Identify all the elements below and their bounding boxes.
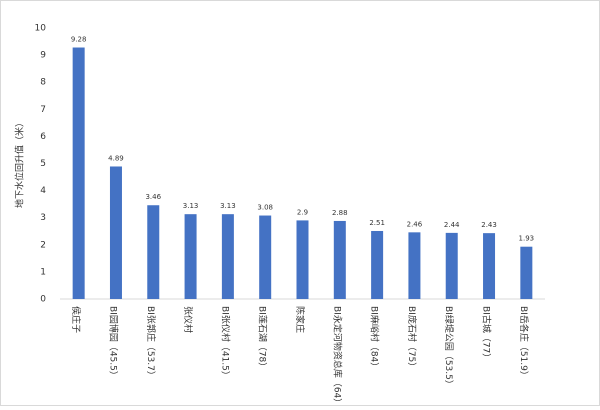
x-tick-label: BI麻峪村（84）: [369, 306, 381, 371]
x-tick-label: BI永定河物资总库（64）: [331, 306, 343, 406]
x-tick-label: 侯庄子: [70, 306, 82, 333]
x-tick-label: BI莲石湖（78）: [257, 306, 269, 371]
y-tick-label: 10: [35, 24, 47, 34]
data-label: 2.44: [444, 221, 460, 229]
x-tick-label: 张仪村: [182, 306, 194, 333]
y-tick-label: 1: [40, 267, 46, 277]
bar: [259, 215, 272, 299]
x-tick-label: BI张仪村（41.5）: [219, 306, 231, 380]
bar: [333, 220, 346, 299]
data-label: 1.93: [519, 235, 535, 243]
x-tick-label: BI岳各庄（51.9）: [518, 306, 530, 380]
y-axis-title: 地下水位回升值（米）: [14, 118, 26, 208]
bar: [296, 220, 309, 299]
y-tick-label: 2: [40, 240, 46, 250]
y-tick-label: 3: [40, 213, 46, 223]
data-label: 4.89: [108, 154, 124, 162]
y-tick-label: 5: [40, 159, 46, 169]
x-tick-label: BI园博园（45.5）: [107, 306, 119, 380]
y-tick-label: 4: [40, 186, 46, 196]
bar: [408, 232, 421, 299]
data-label: 2.43: [481, 221, 497, 229]
bar: [483, 233, 496, 299]
bar: [221, 214, 234, 299]
bar: [445, 232, 458, 299]
bar: [371, 230, 384, 299]
bar: [184, 214, 197, 299]
x-tick-label: 陈家庄: [294, 306, 306, 333]
bar: [520, 246, 533, 299]
data-label: 2.46: [407, 220, 423, 228]
x-tick-label: BI古城（77）: [481, 306, 493, 362]
x-tick-label: BI庞石村（75）: [406, 306, 418, 371]
data-label: 3.08: [257, 204, 273, 212]
bar: [147, 205, 160, 299]
data-label: 9.28: [71, 36, 87, 44]
y-tick-label: 0: [40, 295, 46, 305]
x-tick-label: BI张郭庄（53.7）: [145, 306, 157, 380]
y-tick-label: 8: [40, 78, 46, 88]
bar: [72, 47, 85, 300]
y-tick-label: 7: [40, 105, 46, 115]
data-label: 2.9: [297, 208, 308, 216]
x-tick-label: BI绿堤公园（53.5）: [443, 306, 455, 389]
data-label: 3.46: [145, 193, 161, 201]
y-tick-label: 6: [40, 132, 46, 142]
data-label: 3.13: [220, 202, 236, 210]
bar: [109, 166, 122, 299]
data-label: 3.13: [183, 202, 199, 210]
y-tick-label: 9: [40, 51, 46, 61]
data-label: 2.51: [369, 219, 385, 227]
data-label: 2.88: [332, 209, 348, 217]
